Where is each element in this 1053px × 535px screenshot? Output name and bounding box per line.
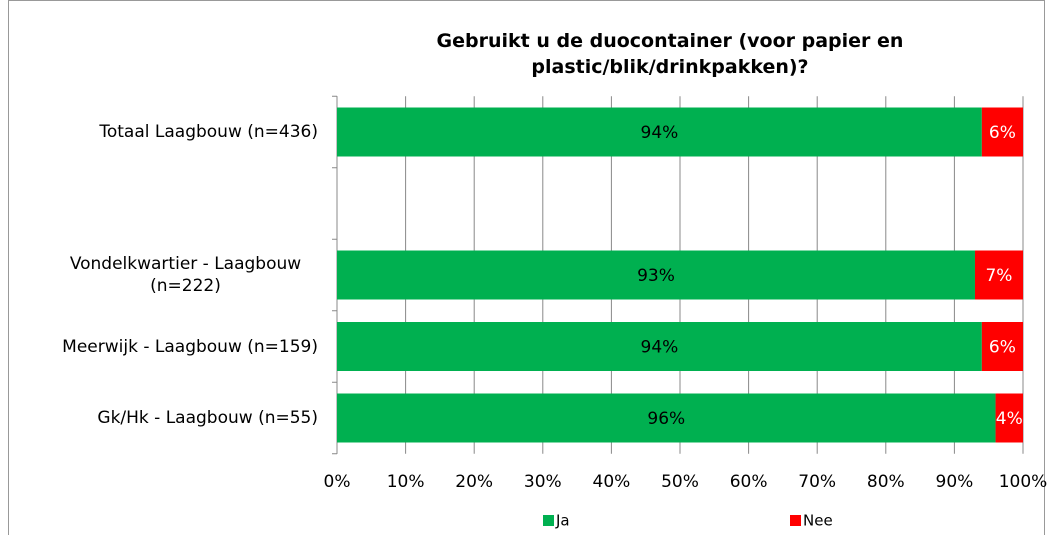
- bar: [337, 107, 982, 157]
- y-tick-label: Vondelkwartier - Laagbouw (n=222): [53, 253, 318, 297]
- x-tick-label: 50%: [661, 472, 699, 492]
- legend-swatch: [790, 515, 801, 526]
- data-label: 94%: [641, 338, 679, 358]
- x-tick-label: 70%: [798, 472, 836, 492]
- x-tick-label: 100%: [999, 472, 1048, 492]
- x-tick-label: 20%: [455, 472, 493, 492]
- chart-border: [8, 0, 1045, 535]
- y-tick-text: Meerwijk - Laagbouw (n=159): [62, 336, 318, 357]
- x-tick-label: 10%: [387, 472, 425, 492]
- legend-label: Nee: [803, 512, 833, 530]
- bar: [337, 322, 982, 371]
- x-tick-label: 40%: [593, 472, 631, 492]
- bar: [995, 393, 1023, 443]
- legend-swatch: [543, 515, 554, 526]
- y-tick-text: Gk/Hk - Laagbouw (n=55): [97, 408, 318, 428]
- data-label: 93%: [637, 266, 675, 286]
- x-tick-label: 30%: [524, 472, 562, 492]
- data-label: 4%: [996, 409, 1023, 429]
- data-label: 7%: [985, 266, 1012, 286]
- y-tick-text: Totaal Laagbouw (n=436): [99, 122, 318, 142]
- data-label: 96%: [647, 409, 685, 429]
- y-tick-label: Meerwijk - Laagbouw (n=159): [62, 336, 318, 358]
- data-label: 6%: [989, 338, 1016, 358]
- chart-title: Gebruikt u de duocontainer (voor papier …: [436, 30, 904, 78]
- data-label: 94%: [641, 123, 679, 143]
- x-tick-label: 0%: [324, 472, 351, 492]
- bar: [981, 322, 1023, 371]
- bar: [337, 250, 975, 300]
- data-label: 6%: [989, 123, 1016, 143]
- x-tick-label: 60%: [730, 472, 768, 492]
- bar: [981, 107, 1023, 157]
- y-tick-label: Gk/Hk - Laagbouw (n=55): [97, 407, 318, 429]
- bar: [337, 393, 996, 443]
- y-tick-label: Totaal Laagbouw (n=436): [99, 121, 318, 143]
- y-tick-text: Vondelkwartier - Laagbouw (n=222): [69, 254, 302, 296]
- x-tick-label: 80%: [867, 472, 905, 492]
- bar: [974, 250, 1023, 300]
- legend-label: Ja: [555, 512, 570, 530]
- x-tick-label: 90%: [936, 472, 974, 492]
